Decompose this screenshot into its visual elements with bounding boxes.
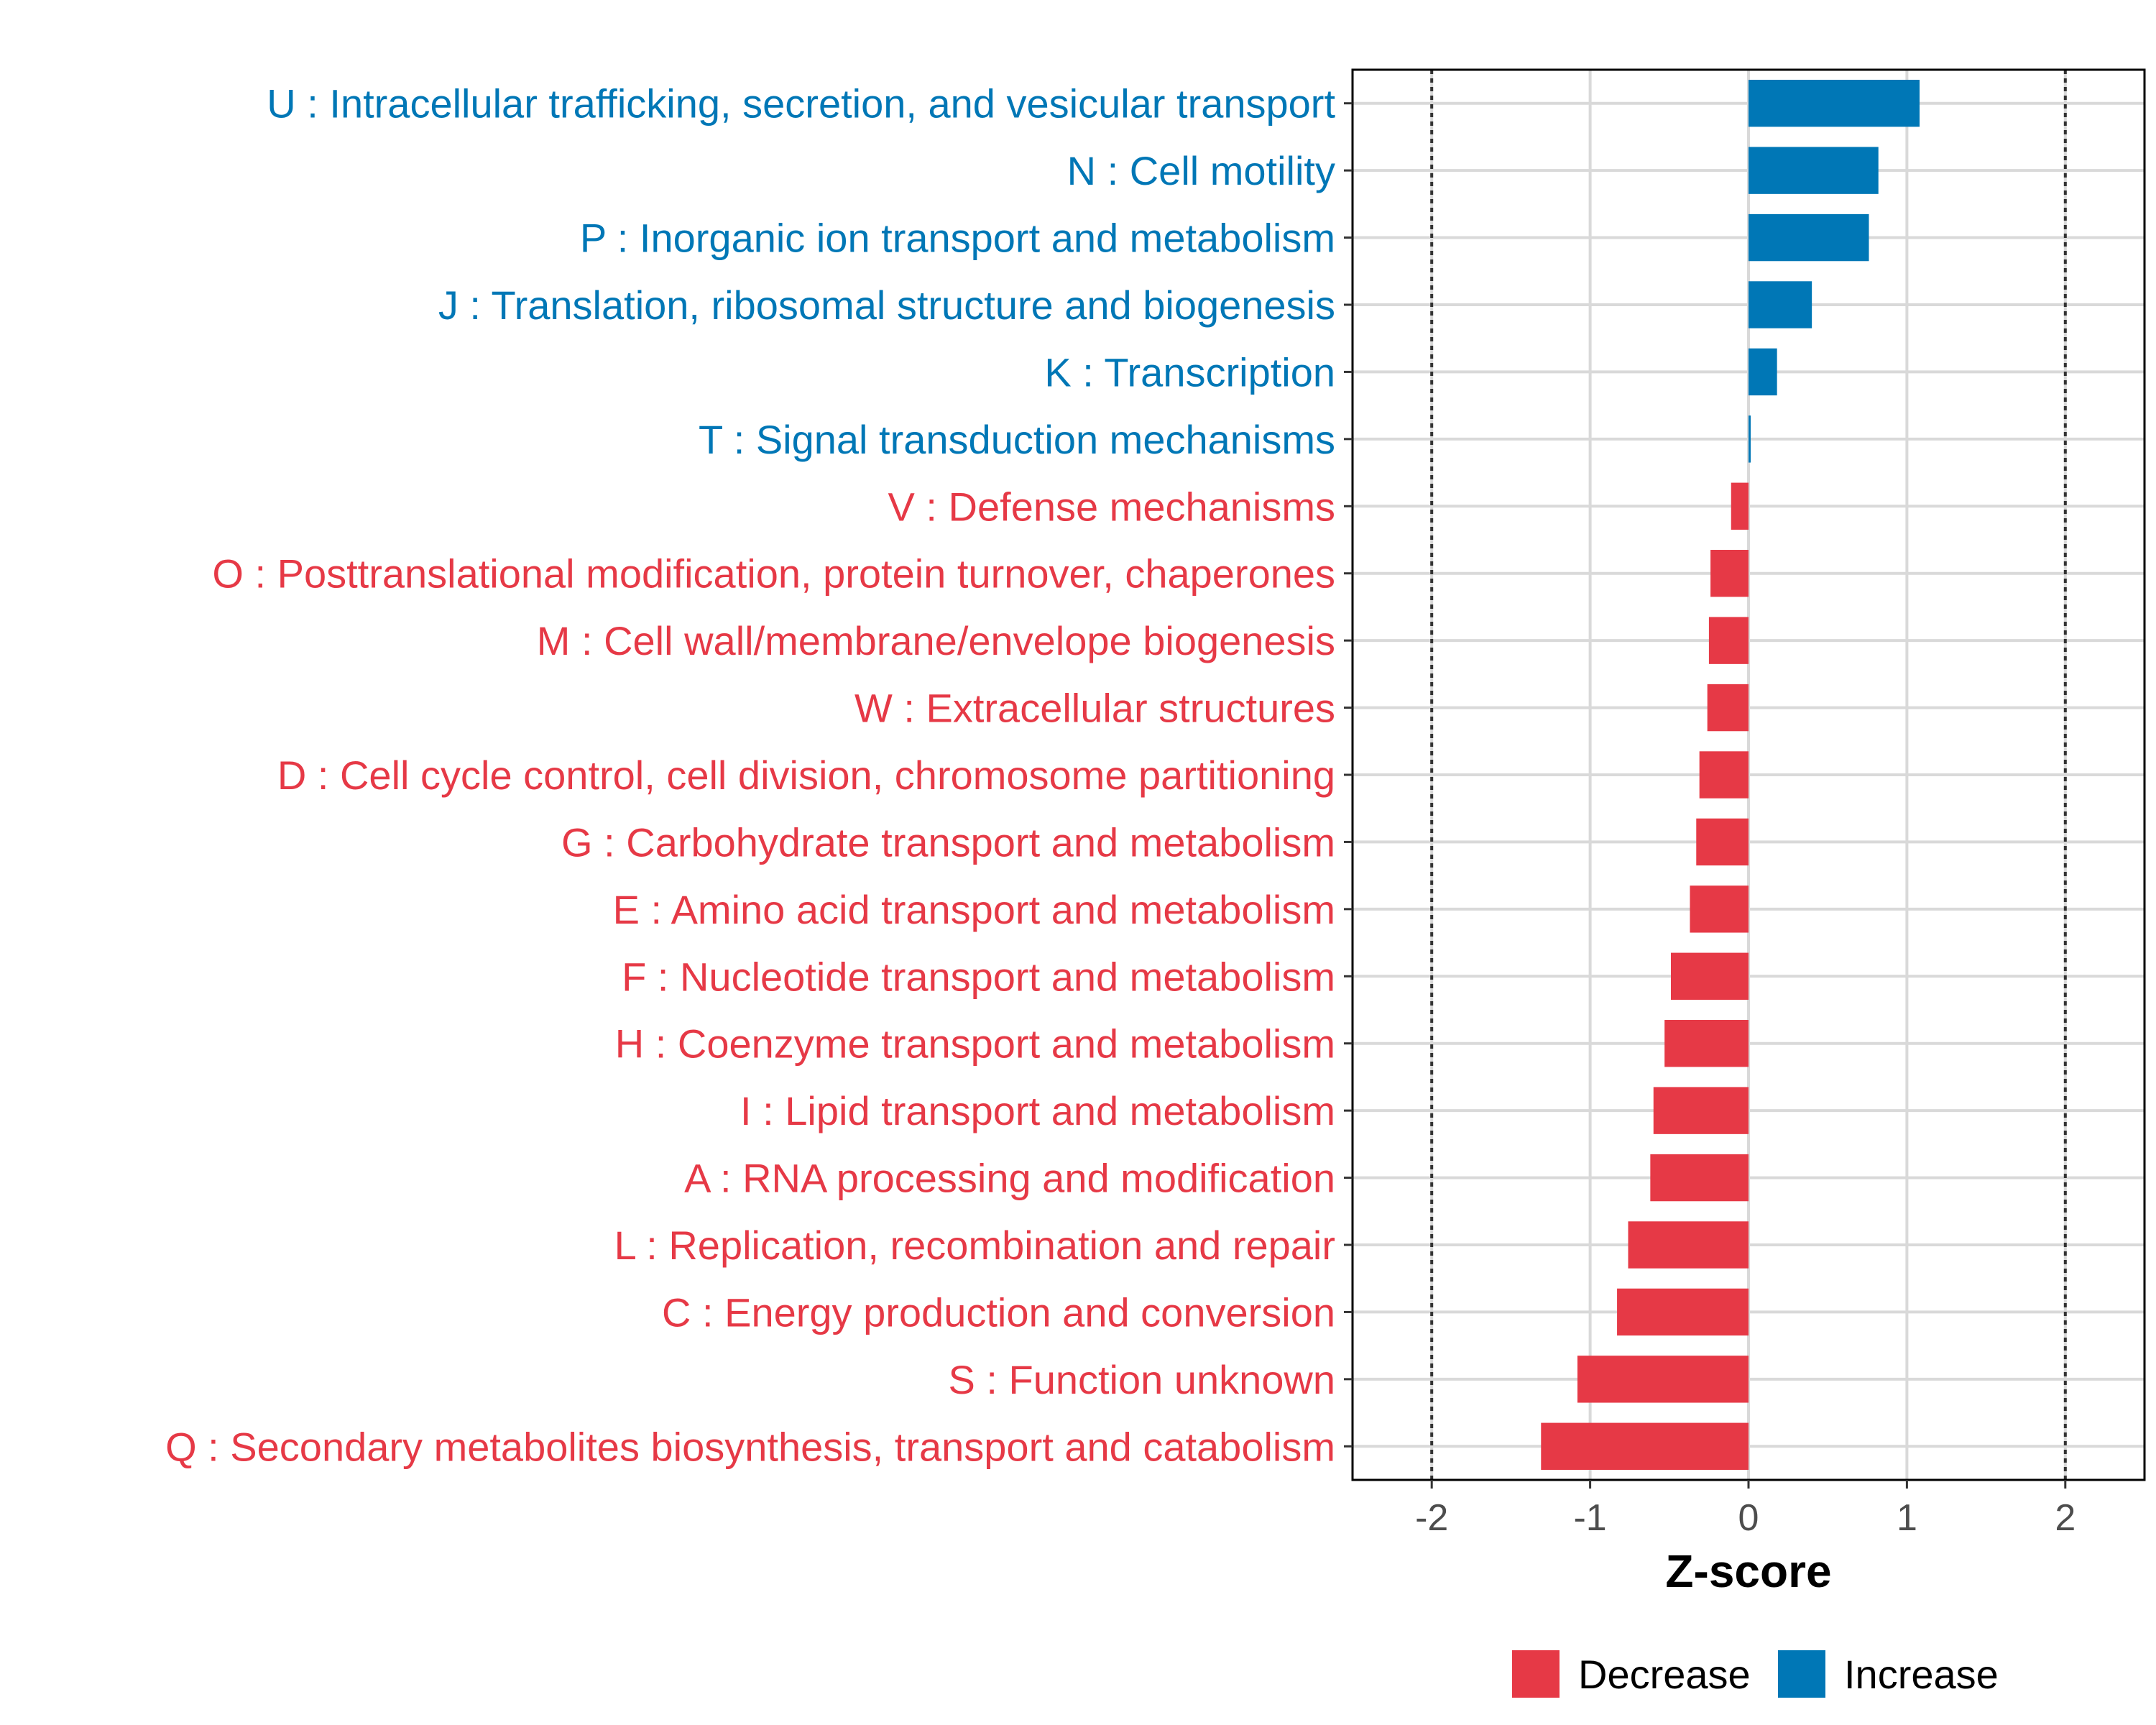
bar bbox=[1671, 952, 1749, 1000]
category-label: K : Transcription bbox=[1044, 349, 1335, 395]
bar bbox=[1749, 348, 1777, 396]
category-label: W : Extracellular structures bbox=[854, 686, 1335, 731]
bar bbox=[1617, 1288, 1749, 1336]
bar bbox=[1707, 684, 1749, 732]
bar bbox=[1650, 1154, 1749, 1202]
bar bbox=[1653, 1087, 1749, 1134]
legend: Decrease Increase bbox=[1512, 1650, 1999, 1698]
legend-swatch-decrease bbox=[1512, 1650, 1560, 1698]
x-tick-label: 0 bbox=[1738, 1497, 1759, 1539]
category-label: A : RNA processing and modification bbox=[684, 1156, 1335, 1201]
category-label: P : Inorganic ion transport and metaboli… bbox=[580, 216, 1335, 261]
x-tick-label: -2 bbox=[1415, 1497, 1448, 1539]
bar bbox=[1696, 818, 1749, 866]
x-tick-label: -1 bbox=[1573, 1497, 1606, 1539]
bar bbox=[1628, 1221, 1749, 1269]
bar bbox=[1731, 482, 1749, 530]
category-label: N : Cell motility bbox=[1067, 148, 1335, 193]
bar bbox=[1749, 80, 1920, 127]
category-label: F : Nucleotide transport and metabolism bbox=[622, 954, 1335, 999]
x-axis-ticks: -2 -1 0 1 2 bbox=[1415, 1480, 2076, 1539]
category-label: E : Amino acid transport and metabolism bbox=[613, 887, 1335, 932]
bar bbox=[1664, 1020, 1749, 1067]
category-label: J : Translation, ribosomal structure and… bbox=[438, 282, 1335, 328]
category-label: D : Cell cycle control, cell division, c… bbox=[277, 753, 1335, 798]
category-label: V : Defense mechanisms bbox=[888, 484, 1335, 529]
bar bbox=[1541, 1422, 1749, 1470]
bar bbox=[1577, 1356, 1749, 1403]
y-axis-labels: U : Intracellular trafficking, secretion… bbox=[165, 81, 1335, 1470]
legend-swatch-increase bbox=[1778, 1650, 1825, 1698]
category-label: I : Lipid transport and metabolism bbox=[740, 1088, 1335, 1133]
category-label: H : Coenzyme transport and metabolism bbox=[615, 1021, 1335, 1067]
category-label: L : Replication, recombination and repai… bbox=[614, 1223, 1335, 1268]
bar bbox=[1699, 751, 1749, 799]
category-label: C : Energy production and conversion bbox=[662, 1289, 1335, 1335]
category-label: Q : Secondary metabolites biosynthesis, … bbox=[165, 1424, 1335, 1469]
bars bbox=[1541, 80, 1920, 1470]
category-label: T : Signal transduction mechanisms bbox=[699, 417, 1335, 462]
category-label: O : Posttranslational modification, prot… bbox=[212, 551, 1335, 597]
x-axis-title: Z-score bbox=[1665, 1545, 1831, 1597]
bar bbox=[1749, 415, 1751, 463]
category-label: M : Cell wall/membrane/envelope biogenes… bbox=[537, 618, 1335, 663]
bar bbox=[1749, 281, 1812, 328]
category-label: U : Intracellular trafficking, secretion… bbox=[267, 81, 1335, 126]
bar bbox=[1749, 147, 1879, 194]
category-label: G : Carbohydrate transport and metabolis… bbox=[561, 819, 1335, 865]
bar bbox=[1710, 550, 1749, 597]
bar bbox=[1690, 886, 1749, 933]
x-tick-label: 2 bbox=[2055, 1497, 2076, 1539]
bar bbox=[1708, 617, 1749, 664]
legend-label-increase: Increase bbox=[1844, 1652, 1999, 1697]
y-axis-ticks bbox=[1344, 102, 1353, 1448]
bar bbox=[1749, 213, 1869, 262]
legend-label-decrease: Decrease bbox=[1578, 1652, 1751, 1697]
reference-lines bbox=[1430, 70, 2067, 1480]
x-tick-label: 1 bbox=[1897, 1497, 1917, 1539]
category-label: S : Function unknown bbox=[948, 1357, 1335, 1402]
